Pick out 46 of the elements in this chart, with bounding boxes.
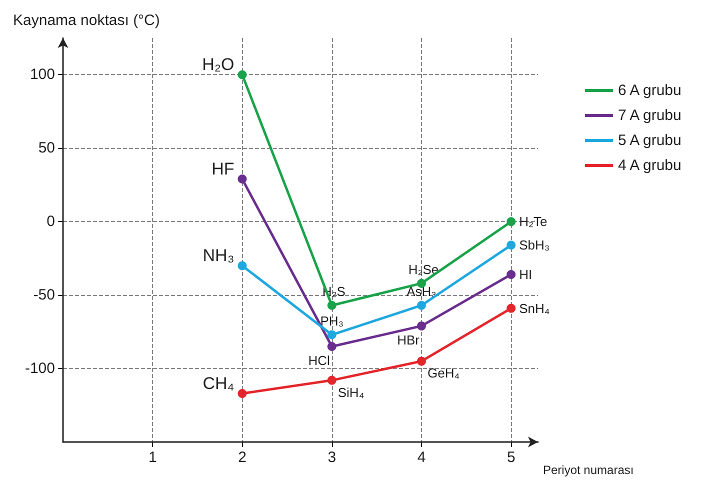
x-tick-label: 3	[328, 449, 336, 466]
point	[417, 321, 426, 330]
point	[238, 174, 247, 184]
annotation: H₂Te	[519, 214, 548, 230]
legend-label: 7 A grubu	[618, 107, 682, 124]
x-tick-label: 2	[238, 449, 246, 466]
x-axis-title: Periyot numarası	[543, 463, 634, 477]
point	[327, 376, 336, 385]
annotation: SnH₄	[519, 300, 550, 316]
point	[506, 270, 516, 280]
point	[238, 261, 247, 270]
annotation: SiH₄	[338, 384, 364, 400]
y-tick-label: 0	[46, 213, 55, 230]
point	[417, 356, 426, 366]
point	[417, 300, 426, 310]
y-tick-label: -50	[33, 286, 55, 304]
annotation: HBr	[397, 332, 420, 348]
annotation: HI	[519, 267, 532, 282]
annotation: NH₃	[202, 246, 234, 266]
annotation: AsH₃	[406, 284, 436, 299]
legend-label: 4 A grubu	[618, 157, 682, 174]
legend-label: 5 A grubu	[618, 132, 682, 149]
point	[506, 240, 516, 250]
y-axis-title: Kaynama noktası (°C)	[13, 12, 160, 29]
annotation: H₂Se	[408, 262, 439, 277]
point	[506, 304, 516, 313]
annotation: CH₄	[202, 374, 234, 394]
annotation: HF	[212, 160, 234, 179]
x-tick-label: 4	[417, 449, 426, 466]
point	[238, 70, 247, 80]
annotation: HCl	[308, 353, 330, 368]
legend-label: 6 A grubu	[618, 82, 682, 99]
point	[327, 342, 336, 352]
point	[327, 330, 336, 340]
annotation: SbH₃	[519, 238, 550, 253]
annotation: GeH₄	[427, 366, 460, 381]
point	[327, 300, 336, 310]
x-tick-label: 5	[506, 449, 516, 466]
y-tick-label: 50	[38, 140, 55, 157]
point	[506, 217, 516, 226]
annotation: H₂O	[202, 55, 234, 74]
x-tick-label: 1	[148, 449, 157, 466]
point	[238, 389, 247, 398]
y-tick-label: -100	[24, 360, 55, 378]
y-tick-label: 100	[30, 66, 55, 84]
annotation: PH₃	[320, 313, 344, 328]
